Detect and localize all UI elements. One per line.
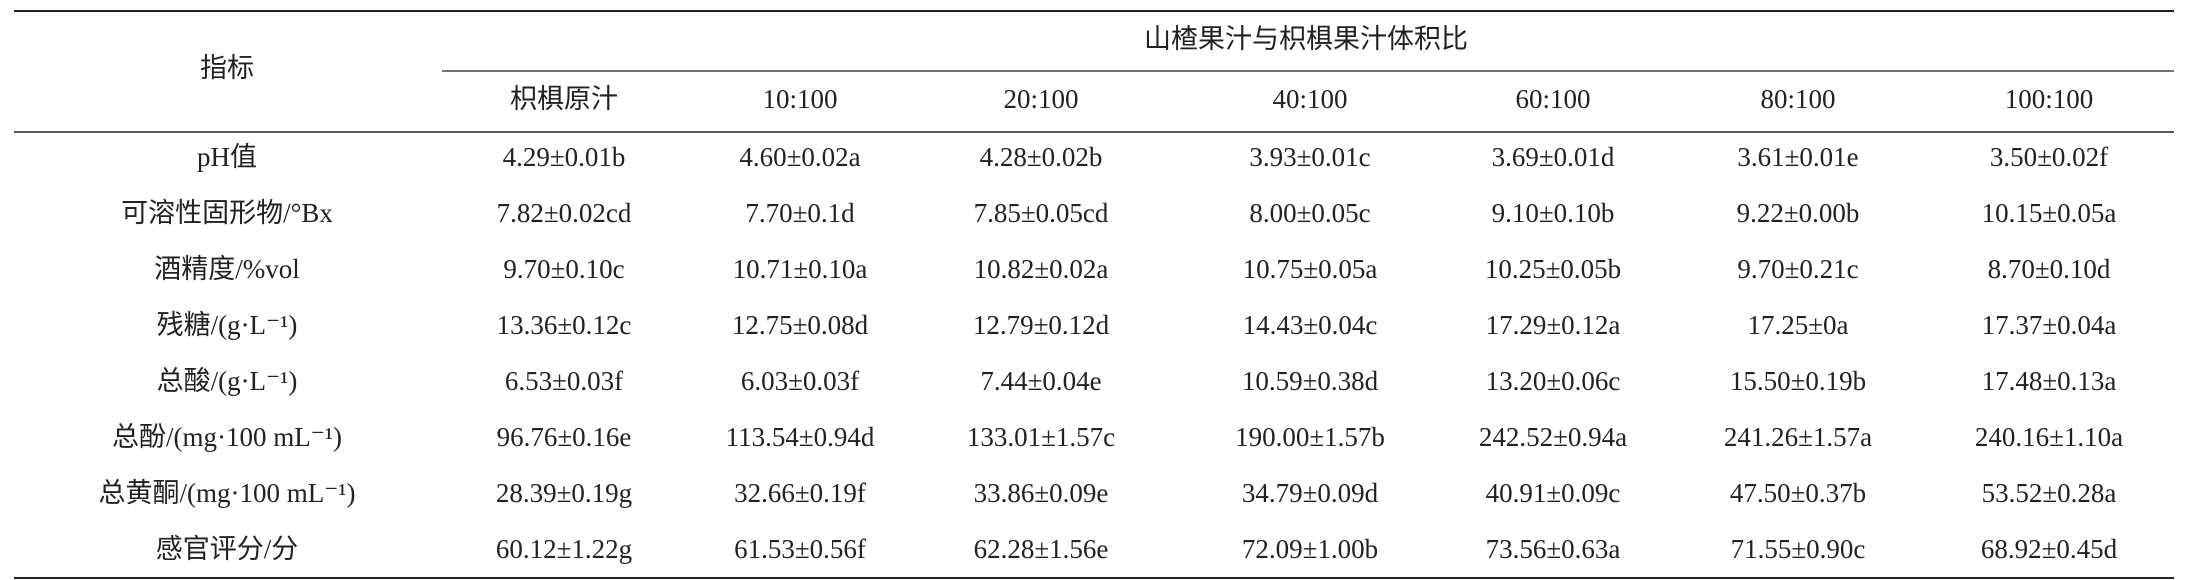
cell: 242.52±0.94a — [1479, 422, 1627, 452]
cell: 7.70±0.1d — [745, 198, 855, 228]
cell: 17.48±0.13a — [1982, 366, 2117, 396]
cell: 3.50±0.02f — [1990, 142, 2108, 172]
cell: 7.85±0.05cd — [974, 198, 1109, 228]
cell: 8.00±0.05c — [1249, 198, 1370, 228]
cell: 7.44±0.04e — [980, 366, 1101, 396]
cell: 15.50±0.19b — [1730, 366, 1866, 396]
cell: 14.43±0.04c — [1243, 310, 1378, 340]
cell: 53.52±0.28a — [1982, 478, 2117, 508]
cell: 62.28±1.56e — [974, 534, 1109, 564]
column-header: 40:100 — [1272, 84, 1347, 114]
cell: 10.59±0.38d — [1242, 366, 1379, 396]
column-header: 20:100 — [1003, 84, 1078, 114]
cell: 3.93±0.01c — [1249, 142, 1370, 172]
column-header: 枳椇原汁 — [510, 84, 618, 114]
cell: 7.82±0.02cd — [497, 198, 632, 228]
cell: 10.82±0.02a — [974, 254, 1109, 284]
index-header: 指标 — [200, 53, 254, 83]
cell: 6.03±0.03f — [741, 366, 859, 396]
cell: 190.00±1.57b — [1235, 422, 1385, 452]
cell: 240.16±1.10a — [1975, 422, 2123, 452]
cell: 61.53±0.56f — [734, 534, 866, 564]
cell: 73.56±0.63a — [1486, 534, 1621, 564]
row-label: 残糖/(g·L⁻¹) — [157, 310, 298, 340]
row-label: 感官评分/分 — [156, 534, 299, 564]
cell: 241.26±1.57a — [1724, 422, 1872, 452]
cell: 40.91±0.09c — [1486, 478, 1621, 508]
cell: 133.01±1.57c — [967, 422, 1115, 452]
cell: 17.37±0.04a — [1982, 310, 2117, 340]
cell: 10.25±0.05b — [1485, 254, 1621, 284]
cell: 33.86±0.09e — [974, 478, 1109, 508]
cell: 3.61±0.01e — [1737, 142, 1858, 172]
cell: 17.29±0.12a — [1486, 310, 1621, 340]
column-header: 80:100 — [1760, 84, 1835, 114]
column-header: 60:100 — [1515, 84, 1590, 114]
cell: 9.70±0.21c — [1737, 254, 1858, 284]
cell: 9.70±0.10c — [503, 254, 624, 284]
cell: 113.54±0.94d — [726, 422, 875, 452]
row-label: 总酚/(mg·100 mL⁻¹) — [112, 422, 342, 452]
cell: 9.22±0.00b — [1737, 198, 1860, 228]
cell: 32.66±0.19f — [734, 478, 866, 508]
cell: 9.10±0.10b — [1492, 198, 1615, 228]
cell: 10.15±0.05a — [1982, 198, 2117, 228]
cell: 34.79±0.09d — [1242, 478, 1379, 508]
row-label: 总黄酮/(mg·100 mL⁻¹) — [98, 478, 355, 508]
row-label: 酒精度/%vol — [154, 254, 300, 284]
cell: 4.60±0.02a — [739, 142, 860, 172]
column-header: 100:100 — [2005, 84, 2094, 114]
cell: 6.53±0.03f — [505, 366, 623, 396]
cell: 12.79±0.12d — [973, 310, 1110, 340]
cell: 17.25±0a — [1747, 310, 1848, 340]
cell: 60.12±1.22g — [496, 534, 632, 564]
cell: 10.71±0.10a — [733, 254, 868, 284]
cell: 10.75±0.05a — [1243, 254, 1378, 284]
cell: 71.55±0.90c — [1731, 534, 1866, 564]
cell: 12.75±0.08d — [732, 310, 869, 340]
cell: 96.76±0.16e — [497, 422, 632, 452]
cell: 4.28±0.02b — [980, 142, 1103, 172]
cell: 3.69±0.01d — [1492, 142, 1615, 172]
group-header: 山楂果汁与枳椇果汁体积比 — [1144, 24, 1468, 54]
cell: 13.36±0.12c — [497, 310, 632, 340]
cell: 28.39±0.19g — [496, 478, 632, 508]
row-label: 可溶性固形物/°Bx — [121, 198, 333, 228]
cell: 72.09±1.00b — [1242, 534, 1378, 564]
cell: 4.29±0.01b — [503, 142, 626, 172]
row-label: 总酸/(g·L⁻¹) — [157, 366, 298, 396]
cell: 8.70±0.10d — [1988, 254, 2111, 284]
cell: 47.50±0.37b — [1730, 478, 1866, 508]
row-label: pH值 — [197, 142, 257, 172]
cell: 13.20±0.06c — [1486, 366, 1621, 396]
column-header: 10:100 — [762, 84, 837, 114]
cell: 68.92±0.45d — [1981, 534, 2118, 564]
